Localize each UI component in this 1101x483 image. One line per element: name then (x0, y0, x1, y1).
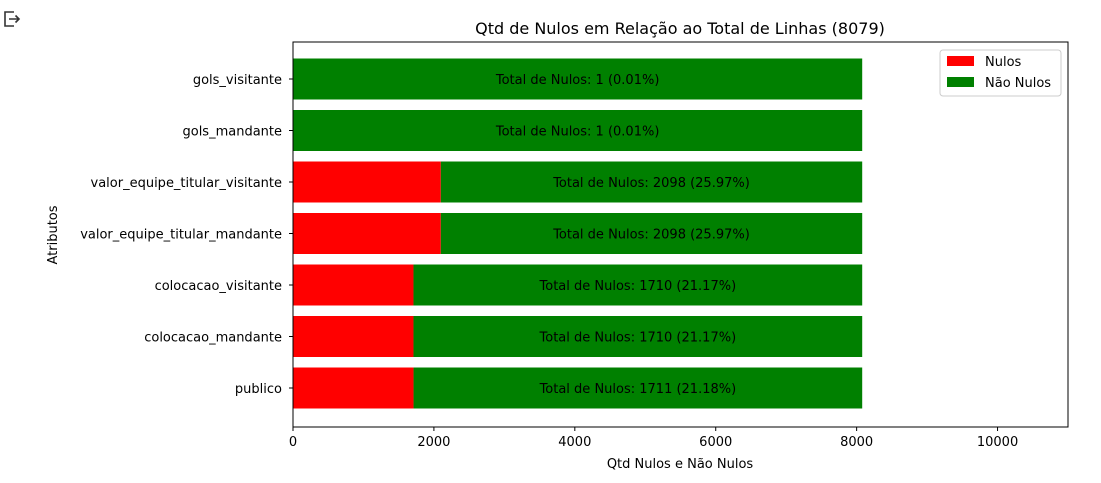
legend: Nulos Não Nulos (939, 49, 1062, 97)
bar-nulos-colocacao_visitante (293, 264, 414, 306)
y-tick-label: gols_mandante (182, 125, 282, 140)
x-axis-label: Qtd Nulos e Não Nulos (607, 457, 754, 472)
y-tick-label: colocacao_mandante (144, 331, 282, 346)
bar-nulos-publico (293, 367, 414, 409)
bar-nao-nulos-valor_equipe_titular_visitante (440, 161, 863, 203)
y-axis: gols_visitante gols_mandante valor_equipe_… (80, 73, 293, 397)
x-axis: 0 2000 4000 6000 8000 10000 (289, 427, 1018, 450)
x-tick-label: 8000 (840, 435, 873, 450)
x-tick-label: 10000 (977, 435, 1018, 450)
bar-label: Total de Nulos: 2098 (25.97%) (552, 228, 750, 243)
bar-label: Total de Nulos: 1 (0.01%) (495, 73, 660, 88)
x-tick-label: 0 (289, 435, 297, 450)
bar-nao-nulos-gols_mandante (293, 110, 863, 151)
bar-nulos-valor_equipe_titular_mandante (293, 213, 441, 254)
legend-entry: Nulos (985, 55, 1022, 70)
bar-nao-nulos-colocacao_visitante (413, 264, 863, 306)
bar-label: Total de Nulos: 2098 (25.97%) (552, 176, 750, 191)
x-tick-label: 4000 (558, 435, 591, 450)
bar-nulos-colocacao_mandante (293, 316, 414, 357)
bar-label: Total de Nulos: 1 (0.01%) (495, 125, 660, 140)
legend-entry: Não Nulos (985, 76, 1051, 91)
bar-label: Total de Nulos: 1710 (21.17%) (539, 279, 737, 294)
bar-label: Total de Nulos: 1711 (21.18%) (539, 382, 737, 397)
export-output-icon[interactable] (2, 9, 22, 29)
x-tick-label: 2000 (417, 435, 450, 450)
legend-swatch (947, 77, 974, 87)
bar-nao-nulos-gols_visitante (293, 58, 863, 100)
bar-nao-nulos-colocacao_mandante (413, 316, 863, 357)
y-tick-label: valor_equipe_titular_mandante (80, 228, 282, 243)
bars-layer (293, 58, 863, 409)
bar-nulos-valor_equipe_titular_visitante (293, 161, 441, 203)
bar-nao-nulos-publico (413, 367, 863, 409)
y-tick-label: valor_equipe_titular_visitante (91, 176, 282, 191)
legend-swatch (947, 56, 974, 66)
plot-frame (292, 41, 1069, 428)
bar-label: Total de Nulos: 1710 (21.17%) (539, 331, 737, 346)
y-tick-label: publico (235, 382, 282, 397)
bar-nao-nulos-valor_equipe_titular_mandante (440, 213, 863, 254)
bar-labels-layer: Total de Nulos: 1 (0.01%) Total de Nulos:… (495, 73, 750, 397)
y-tick-label: colocacao_visitante (155, 279, 282, 294)
y-axis-label: Atributos (46, 205, 61, 264)
y-tick-label: gols_visitante (193, 73, 282, 88)
x-tick-label: 6000 (699, 435, 732, 450)
chart-title: Qtd de Nulos em Relação ao Total de Linh… (475, 19, 885, 38)
